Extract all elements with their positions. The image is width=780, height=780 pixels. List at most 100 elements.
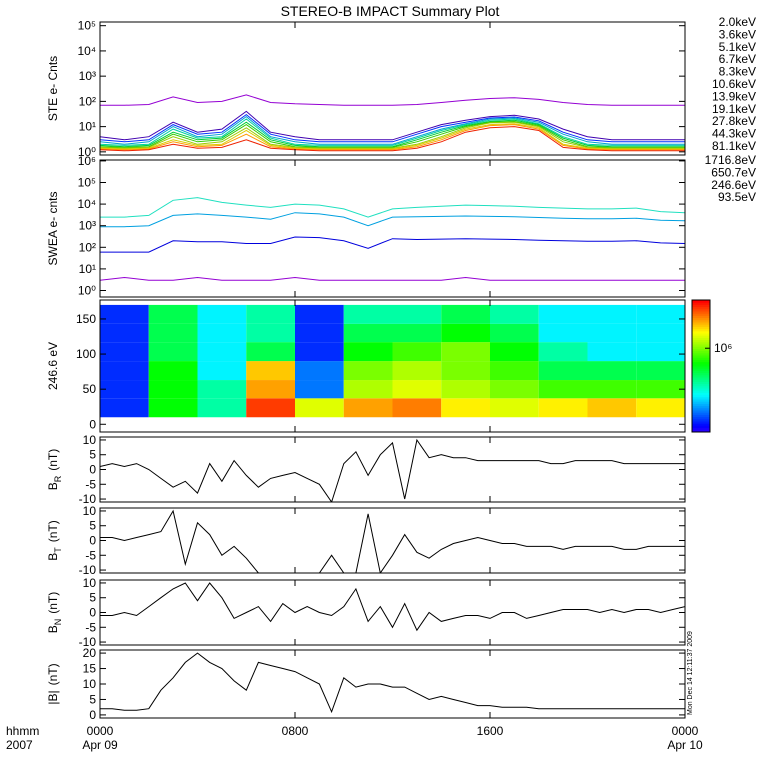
y-axis-label: |B| (nT) [46,663,60,704]
y-tick-label: 10 [83,576,97,590]
y-axis-label-main: SWEA e- cnts [46,191,60,265]
colorbar-segment [692,399,710,402]
legend-label: 3.6keV [719,27,756,41]
colorbar-segment [692,388,710,391]
colorbar-segment [692,414,710,418]
heatmap-cell [587,304,637,324]
series-line [100,123,685,150]
legend-label: 19.1keV [712,102,756,116]
colorbar-segment [692,344,710,347]
heatmap-cell [295,304,344,324]
colorbar-segment [692,425,710,429]
y-tick-label: 10⁵ [78,175,96,189]
heatmap-cell [343,398,393,418]
heatmap-cell [441,342,490,362]
colorbar-segment [692,311,710,314]
heatmap-cell [246,342,295,362]
heatmap-cell [148,361,198,381]
heatmap-cell [197,380,247,399]
series-line [100,115,685,145]
colorbar-segment [692,429,710,433]
heatmap-cell [538,398,588,418]
corner-label: hhmm [6,724,39,738]
heatmap-cell [636,398,685,418]
heatmap-cell [636,342,685,362]
series-line [100,276,685,281]
colorbar-segment [692,377,710,380]
colorbar-segment [692,385,710,389]
legend-label: 2.0keV [719,15,756,29]
heatmap-cell [148,398,198,418]
x-tick-label: 0000 [672,724,699,738]
heatmap-cell [392,323,442,343]
y-tick-label: 0 [89,417,96,431]
heatmap-cell [490,323,539,343]
heatmap-cell [246,361,295,381]
colorbar-segment [692,368,710,371]
timestamp: Mon Dec 14 12:11:37 2009 [687,631,694,715]
y-tick-label: 5 [89,448,96,462]
heatmap-cell [100,323,149,343]
heatmap-cell [148,380,198,399]
legend-label: 81.1keV [712,139,756,153]
colorbar-segment [692,302,710,305]
heatmap-cell [148,342,198,362]
colorbar-segment [692,379,710,382]
colorbar-segment [692,350,710,354]
colorbar-segment [692,319,710,323]
heatmap-cell [343,361,393,381]
y-axis-label: BR (nT) [46,449,63,491]
y-axis-label: BN (nT) [46,592,63,634]
colorbar-segment [692,394,710,398]
corner-label: 2007 [6,738,33,752]
heatmap-cell [295,398,344,418]
heatmap-cell [538,342,588,362]
series-line [100,120,685,148]
heatmap-cell [295,342,344,362]
y-tick-label: 10 [83,677,97,691]
colorbar-segment [692,337,710,341]
series-line [100,119,685,148]
legend-label: 650.7eV [711,165,756,179]
series-line [100,652,685,714]
y-tick-label: 10¹ [79,262,96,276]
heatmap-cell [538,323,588,343]
colorbar-segment [692,412,710,415]
y-tick-label: 10¹ [79,120,96,134]
heatmap-cell [246,304,295,324]
series-line [100,438,685,502]
colorbar-segment [692,366,710,369]
series-line [100,197,685,218]
heatmap-cell [197,304,247,324]
heatmap-cell [441,323,490,343]
heatmap-cell [343,304,393,324]
colorbar-segment [692,418,710,422]
y-tick-label: 100 [76,347,96,361]
y-tick-label: 5 [89,519,96,533]
colorbar-label: 10⁶ [714,341,732,355]
heatmap-cell [587,398,637,418]
legend-label: 27.8keV [712,114,756,128]
heatmap-cell [343,323,393,343]
colorbar-segment [692,396,710,400]
heatmap-cell [343,380,393,399]
colorbar-segment [692,381,710,385]
colorbar-segment [692,361,710,365]
series-line [100,582,685,632]
heatmap-cell [441,380,490,399]
colorbar-segment [692,300,710,303]
x-tick-label: 0800 [282,724,309,738]
colorbar-segment [692,355,710,358]
legend-label: 1716.8eV [705,153,756,167]
colorbar-segment [692,416,710,420]
heatmap-cell [587,342,637,362]
heatmap-cell [392,380,442,399]
y-axis-label-main: 246.6 eV [46,342,60,390]
heatmap-cell [441,361,490,381]
panel-frame [99,21,686,156]
legend-label: 8.3keV [719,65,756,79]
y-tick-label: 5 [89,591,96,605]
heatmap-cell [295,380,344,399]
heatmap-cell [246,323,295,343]
heatmap-cell [392,342,442,362]
